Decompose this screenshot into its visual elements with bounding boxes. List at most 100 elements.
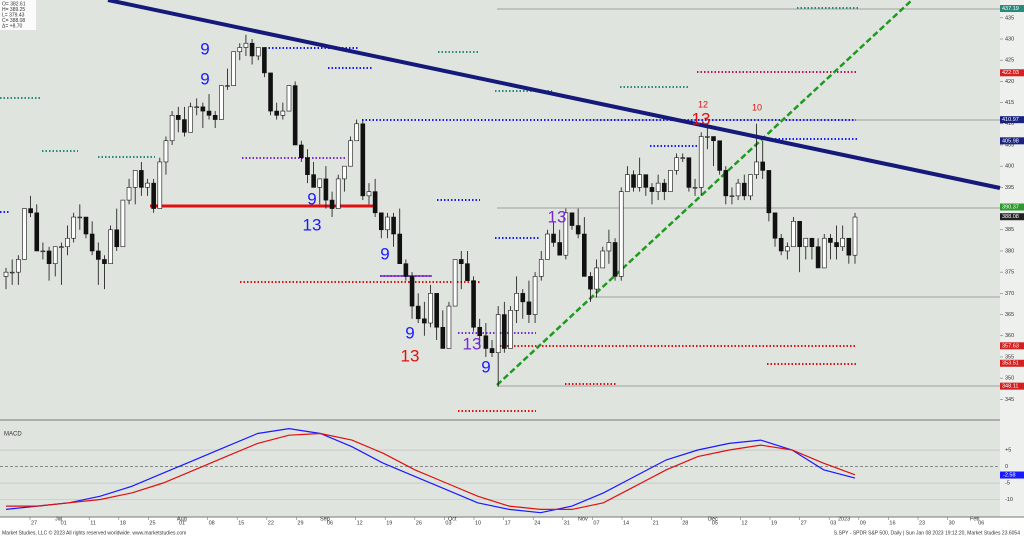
price-badge [1000,116,1024,124]
candle-body [698,136,704,188]
candle-body [397,233,403,264]
y-tick-label: 435 [1005,15,1014,21]
candle-body [157,161,163,209]
candle-body [286,85,292,112]
x-tick-label: 26 [416,520,422,526]
candle-body [16,259,21,273]
y-tick-label: 370 [1005,291,1014,297]
candle-body [705,136,710,138]
candle-body [557,242,562,256]
footer-right: S.SPY - SPDR S&P 500, Daily | Sun Jan 08… [834,530,1020,536]
price-badge [1000,203,1024,211]
x-tick-label: 05 [712,520,718,526]
price-badge-label: 348.11 [1002,384,1018,390]
macd-tick-label: +5 [1005,447,1011,453]
candle-body [692,187,698,189]
info-text: H= 389.25 [2,7,25,13]
x-tick-label: 27 [31,520,37,526]
candle-body [52,246,58,264]
candle-body [348,140,353,167]
candle-body [366,191,372,197]
price-badge [1000,69,1024,77]
x-tick-label: 12 [357,520,363,526]
candle-body [378,212,384,231]
x-tick-label: 15 [238,520,244,526]
price-badge-label: 357.63 [1002,343,1019,349]
overlay: 9 9 9 13 9 9 13 13 9 13 13 10 12 [200,39,762,376]
uptrend-line [496,0,913,386]
count-label: 13 [548,207,567,226]
candle-body [594,267,599,290]
candle-body [625,174,630,192]
candle-body [77,216,83,219]
macd-line [5,427,856,514]
candle-body [120,199,126,248]
candle-body [452,259,458,307]
x-tick-label: 11 [90,520,96,526]
macd-tick-label: 0 [1005,464,1008,470]
count-label: 9 [200,39,209,58]
y-tick-label: 410 [1005,121,1014,127]
x-tick-label: 27 [801,520,807,526]
candle-body [169,115,175,142]
candle-body [182,119,187,133]
price-badge-label: 422.03 [1002,70,1019,76]
candle-body [760,161,766,171]
candle-body [108,229,113,264]
candle-body [28,208,33,214]
candle-body [489,348,495,354]
candle-body [606,242,612,252]
candle-body [545,233,550,260]
price-badge-label: 437.19 [1002,6,1019,12]
candle-body [434,293,439,328]
count-label: 10 [752,102,762,112]
candle-body [151,182,156,209]
count-label: 9 [481,357,490,376]
candle-body [741,182,747,197]
candle-body [649,187,655,192]
macd-badge-label: -2.58 [1003,472,1016,478]
candle-body [422,318,427,324]
candles [3,34,858,387]
month-label: Nov [578,516,588,522]
candle-body [508,310,513,349]
candle-body [748,174,753,197]
candle-body [200,106,206,112]
count-label: 9 [307,189,316,208]
candle-body [686,157,692,188]
month-label: Oct [448,516,457,522]
candle-body [292,85,298,146]
candle-body [311,174,316,188]
candle-body [563,212,569,256]
y-tick-label: 380 [1005,248,1014,254]
candle-body [821,237,827,269]
candle-body [342,165,347,180]
x-tick-label: 31 [564,520,570,526]
x-tick-label: 22 [268,520,274,526]
x-tick-label: 08 [209,520,215,526]
candle-body [335,178,341,209]
candle-body [477,326,483,337]
candle-body [834,242,839,248]
y-tick-label: 365 [1005,312,1014,318]
candle-body [569,212,575,226]
candle-body [532,276,538,315]
candle-body [514,293,519,311]
month-label: Sep [320,516,330,522]
candle-body [846,237,852,256]
y-tick-label: 345 [1005,397,1014,403]
candle-body [815,246,821,269]
y-tick-label: 415 [1005,100,1014,106]
candle-body [354,123,359,142]
footer [0,528,1024,537]
plot-background [0,0,1000,517]
price-badge-label: 353.51 [1002,361,1019,367]
levels [0,7,1000,412]
price-badge-label: 405.98 [1002,138,1019,144]
candle-body [680,157,686,159]
candle-body [188,106,193,133]
candle-body [114,229,120,248]
footer-left: Market Studies, LLC © 2023 All rights re… [2,529,186,536]
candle-body [403,263,409,277]
candle-body [194,106,200,108]
